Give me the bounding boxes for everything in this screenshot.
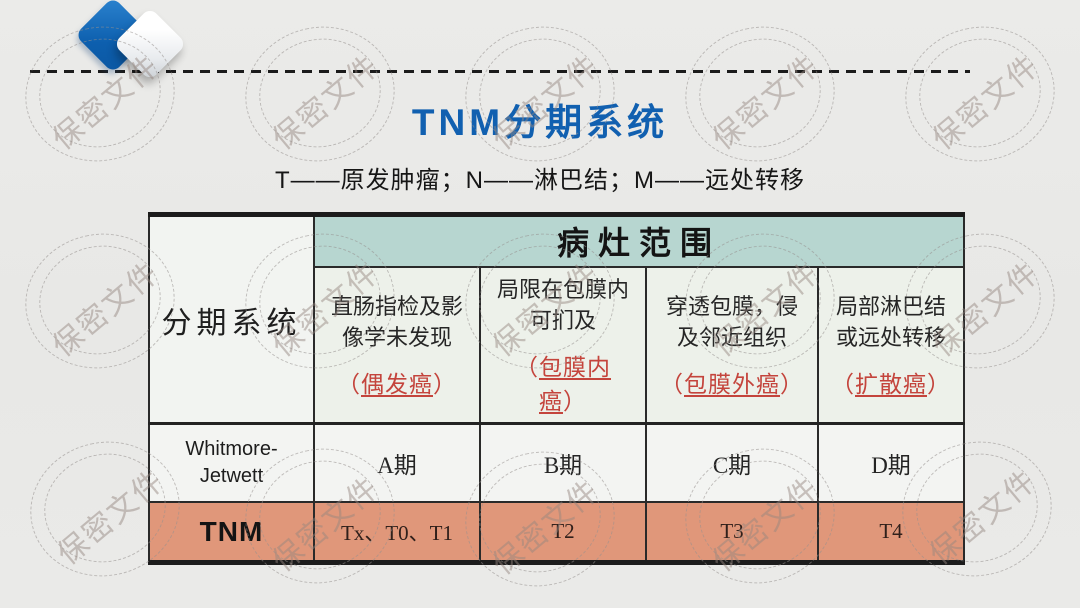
desc-text: 局部淋巴结或远处转移 <box>836 293 947 351</box>
paren-open: （ <box>515 355 539 381</box>
red-label: （包膜内癌） <box>493 348 633 416</box>
whitmore-row-label: Whitmore-Jetwett <box>148 422 315 503</box>
whitmore-stage-d: D期 <box>816 422 966 503</box>
tnm-stage-t2: T2 <box>479 500 647 564</box>
tnm-stage-t3: T3 <box>645 500 819 564</box>
desc-cell-intracapsular: 局限在包膜内可扪及 （包膜内癌） <box>479 265 647 425</box>
label-text: 偶发癌 <box>361 372 433 398</box>
red-label: （偶发癌） <box>327 365 467 399</box>
overlapping-diamonds-logo-icon <box>58 0 188 92</box>
desc-cell-disseminated: 局部淋巴结或远处转移 （扩散癌） <box>816 265 966 425</box>
dashed-divider <box>30 70 970 73</box>
paren-close: ） <box>433 372 457 398</box>
tnm-stage-t4: T4 <box>816 500 966 564</box>
desc-cell-incidental: 直肠指检及影像学未发现 （偶发癌） <box>313 265 481 425</box>
corner-header-cell: 分期系统 <box>148 213 315 425</box>
paren-open: （ <box>337 372 361 398</box>
tnm-staging-table: 分期系统 病灶范围 直肠指检及影像学未发现 （偶发癌） 局限在包膜内可扪及 （包… <box>148 212 966 566</box>
label-text: 扩散癌 <box>855 372 927 398</box>
whitmore-stage-a: A期 <box>313 422 481 503</box>
paren-close: ） <box>563 389 587 415</box>
desc-text: 局限在包膜内可扪及 <box>496 276 629 334</box>
page-title: TNM分期系统 <box>411 102 669 143</box>
label-text: 包膜外癌 <box>684 372 780 398</box>
paren-close: ） <box>780 372 804 398</box>
desc-text: 穿透包膜，侵及邻近组织 <box>665 293 798 351</box>
label-text: 包膜内癌 <box>539 355 611 415</box>
whitmore-stage-b: B期 <box>479 422 647 503</box>
lesion-extent-header-cell: 病灶范围 <box>312 213 966 268</box>
paren-close: ） <box>927 372 951 398</box>
paren-open: （ <box>831 372 855 398</box>
paren-open: （ <box>660 372 684 398</box>
subtitle: T——原发肿瘤；N——淋巴结；M——远处转移 <box>275 167 805 194</box>
red-label: （包膜外癌） <box>659 365 805 399</box>
tnm-stage-t1: Tx、T0、T1 <box>313 500 481 564</box>
red-label: （扩散癌） <box>831 365 951 399</box>
tnm-row-label: TNM <box>148 500 315 564</box>
desc-cell-extracapsular: 穿透包膜，侵及邻近组织 （包膜外癌） <box>645 265 819 425</box>
desc-text: 直肠指检及影像学未发现 <box>330 293 463 351</box>
whitmore-stage-c: C期 <box>645 422 819 503</box>
